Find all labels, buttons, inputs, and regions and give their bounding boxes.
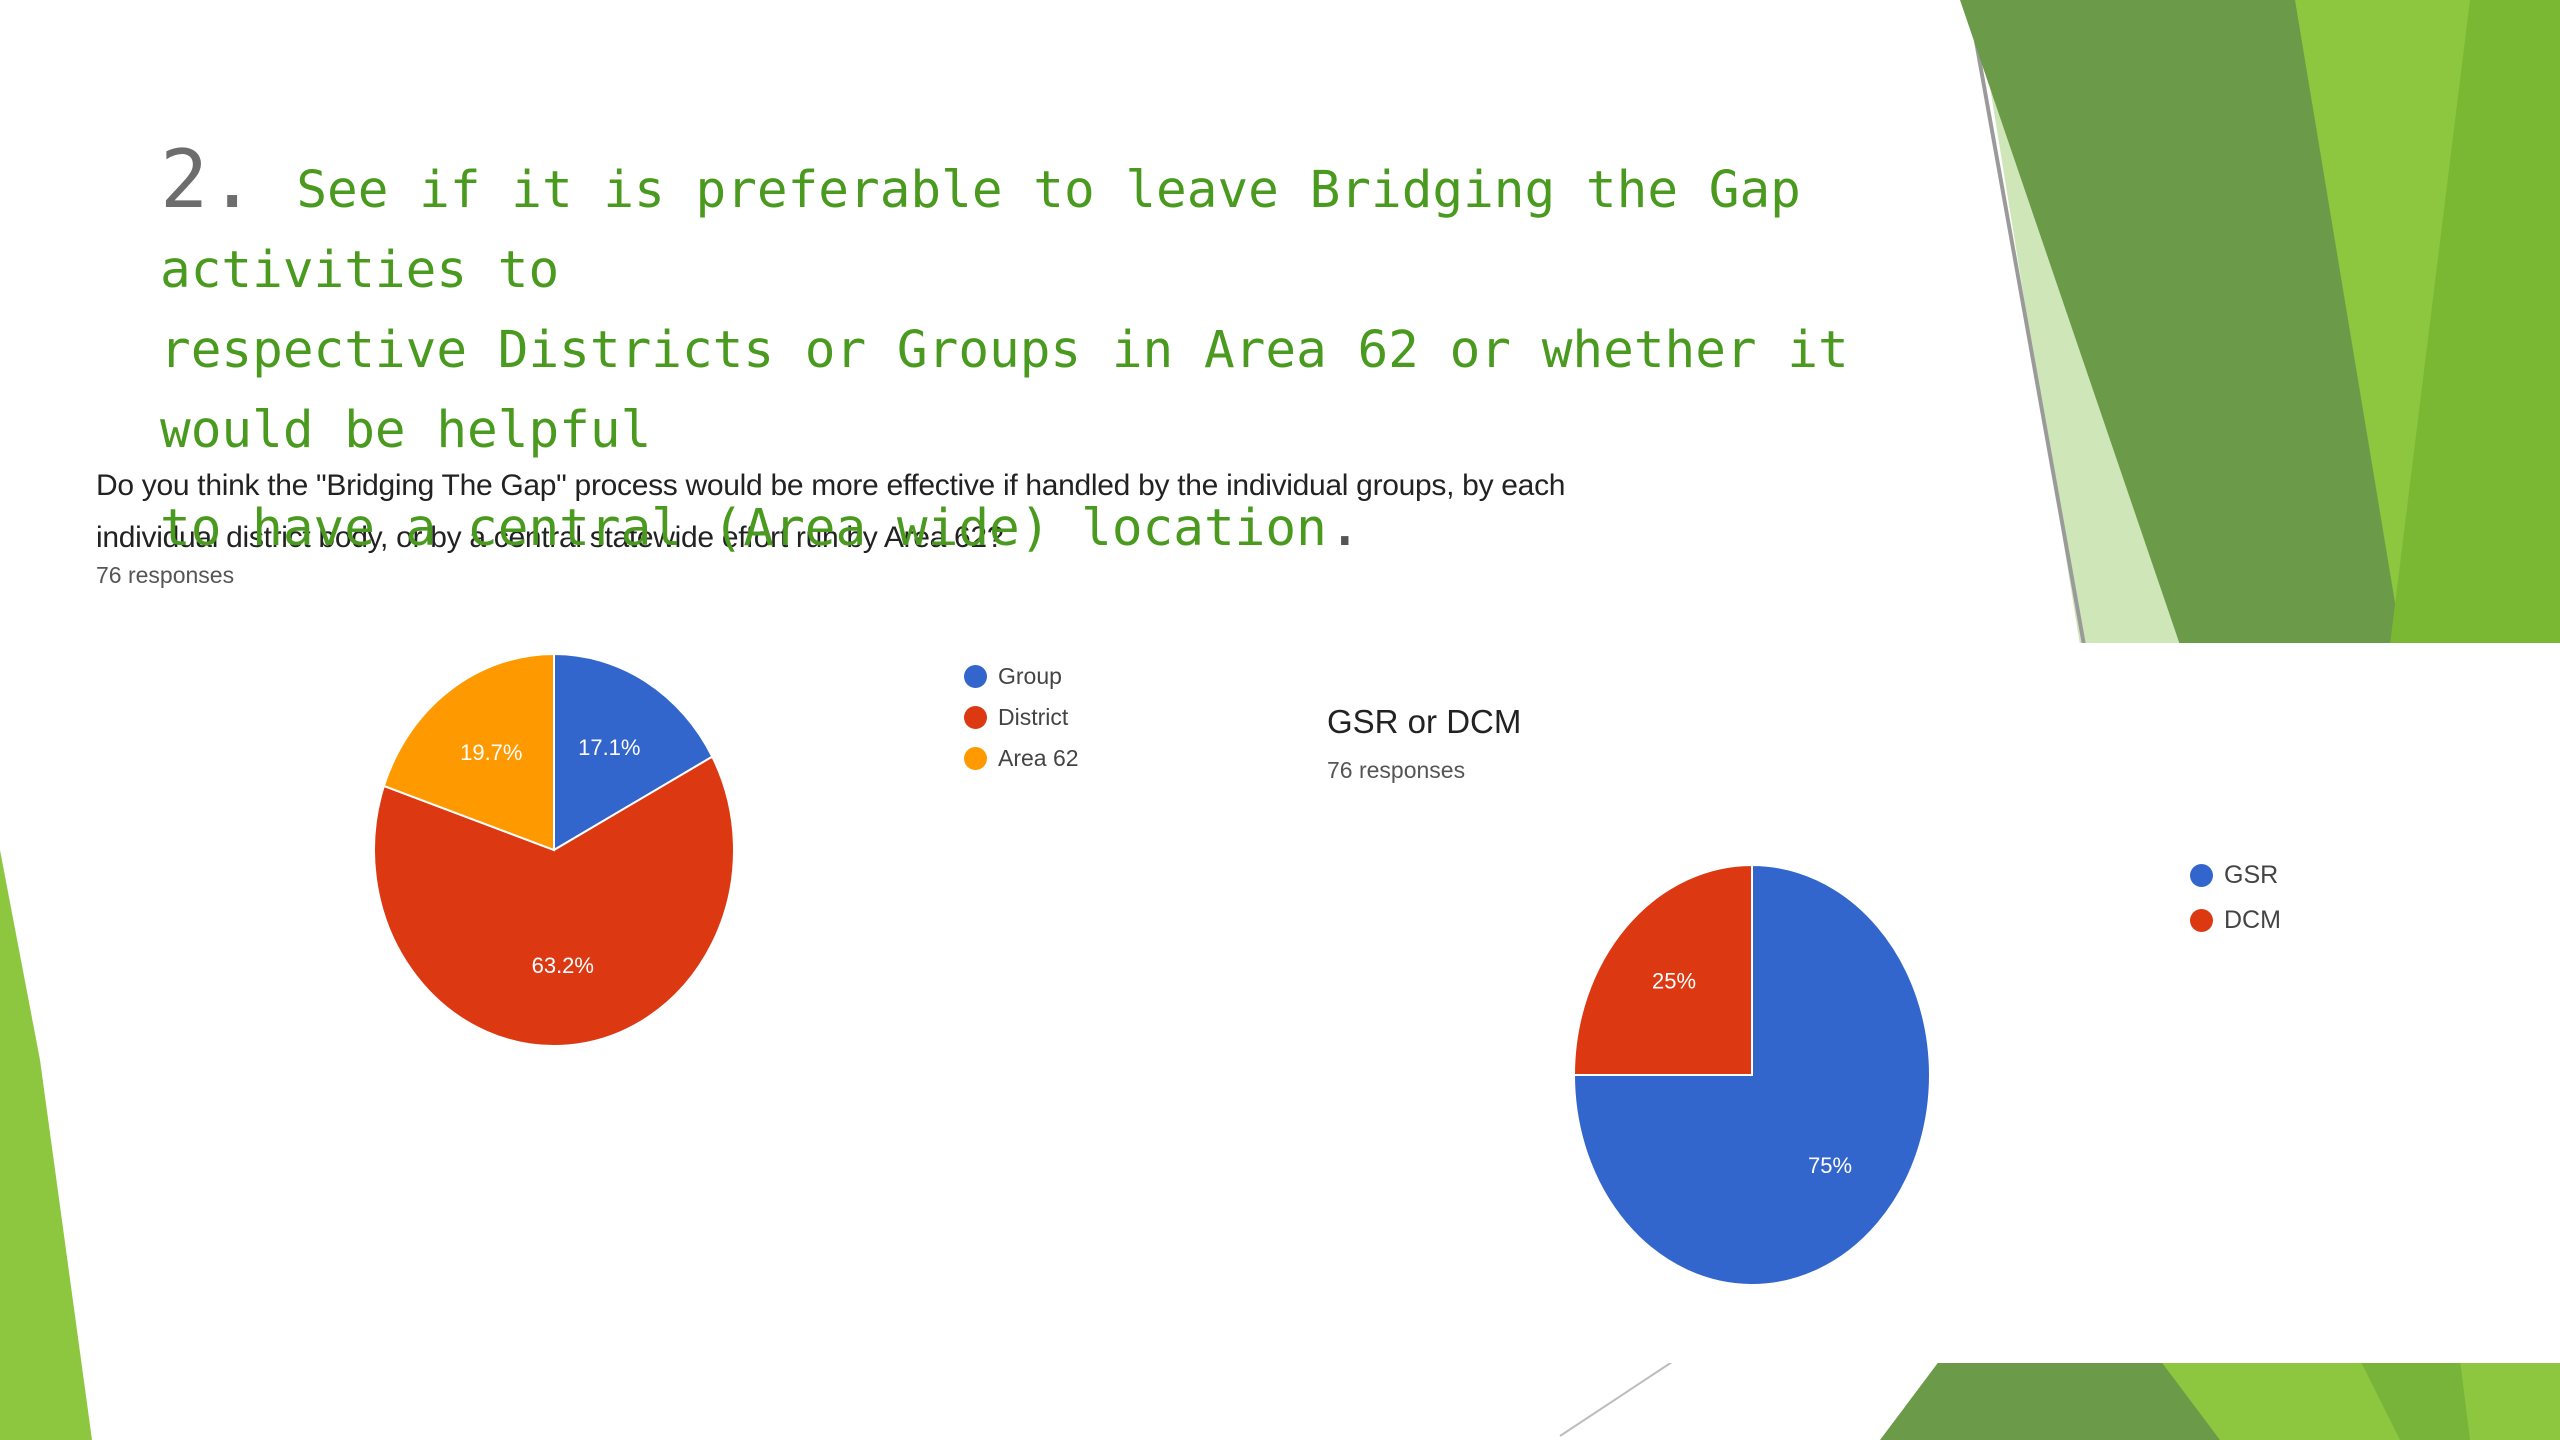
legend-swatch (964, 747, 987, 770)
legend-item-group: Group (964, 656, 1079, 697)
response-count: 76 responses (96, 562, 235, 588)
legend-label: Group (998, 663, 1062, 689)
title-line-2: respective Districts or Groups in Area 6… (160, 321, 1849, 460)
slice-label-dcm: 25% (1652, 969, 1696, 994)
slice-label-group: 17.1% (578, 735, 640, 760)
title-period: . (1326, 490, 1363, 560)
legend-item-district: District (964, 697, 1079, 738)
title-line-1-text: See if it is preferable to leave Bridgin… (160, 161, 1801, 300)
bridging-legend: Group District Area 62 (964, 656, 1079, 779)
bridging-pie-chart: 17.1% 63.2% 19.7% (373, 652, 735, 1047)
legend-item-area-62: Area 62 (964, 738, 1079, 779)
pie-slice-area-62 (382, 652, 555, 852)
legend-label: GSR (2224, 861, 2279, 889)
legend-item-dcm: DCM (2190, 898, 2281, 943)
deco-left-sliver (0, 850, 92, 1440)
slice-label-area-62: 19.7% (460, 740, 522, 765)
pie-slice-gsr (1572, 863, 1931, 1286)
deco-dark-green-panel (1960, 0, 2410, 645)
legend-swatch (964, 665, 987, 688)
pie-slice-district (373, 755, 735, 1047)
title-line-3-text: to have a central (Area wide) location (160, 499, 1327, 558)
legend-swatch (2190, 864, 2213, 887)
deco-thin-line (1972, 30, 2086, 645)
deco-bottom-mid-band (2360, 1360, 2470, 1440)
deco-bottom-light-band (2160, 1360, 2560, 1440)
gsr-dcm-legend: GSR DCM (2190, 853, 2281, 943)
legend-item-gsr: GSR (2190, 853, 2281, 898)
legend-label: DCM (2224, 906, 2281, 934)
legend-label: District (998, 704, 1069, 730)
deco-bottom-line (1559, 1361, 1673, 1437)
slide-number: 2. (160, 133, 257, 226)
survey-screenshot-gsr-dcm: GSR or DCM 76 responses 75% 25% GSR DCM (1300, 643, 2560, 1363)
slice-label-gsr: 75% (1808, 1153, 1852, 1178)
title-line-1: 2. See if it is preferable to leave Bridg… (160, 140, 1920, 311)
legend-swatch (2190, 909, 2213, 932)
survey-question: Do you think the "Bridging The Gap" proc… (96, 469, 1566, 554)
slide-title: 2. See if it is preferable to leave Bridg… (160, 140, 1920, 569)
chart-title: GSR or DCM (1327, 703, 1522, 740)
pie-slice-group (553, 652, 714, 852)
title-line-3: to have a central (Area wide) location. (160, 485, 1920, 569)
legend-swatch (964, 706, 987, 729)
deco-bright-green-panel (2390, 0, 2560, 645)
gsr-dcm-pie-chart: 75% 25% (1572, 863, 1931, 1286)
slice-label-district: 63.2% (532, 953, 594, 978)
legend-label: Area 62 (998, 745, 1079, 771)
response-count: 76 responses (1327, 757, 1466, 783)
pie-slice-dcm (1572, 863, 1753, 1076)
